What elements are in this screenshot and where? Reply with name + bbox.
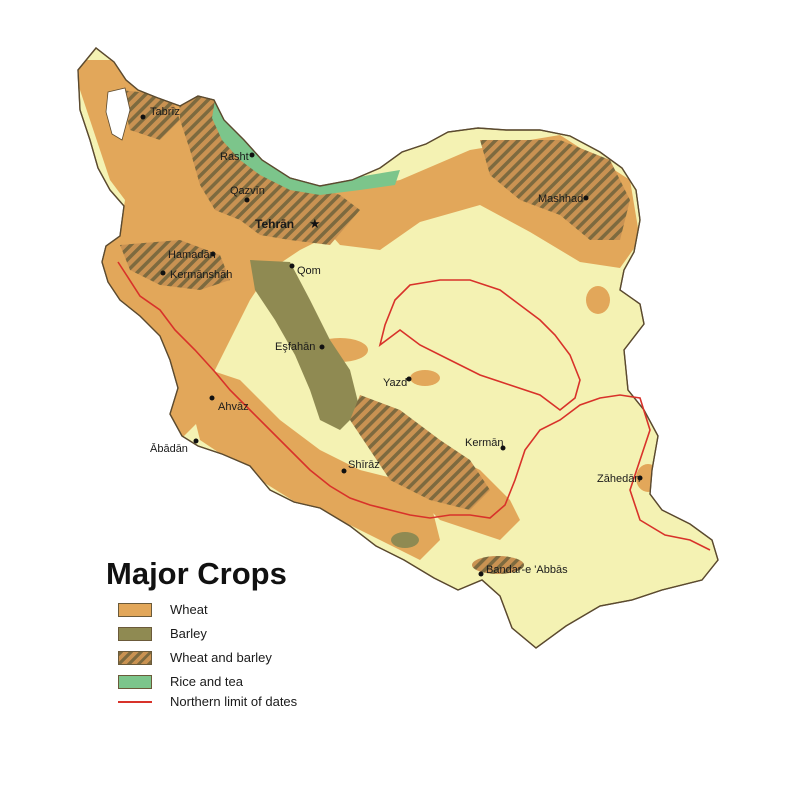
wheat-and-barley-region-northeast [480, 140, 630, 240]
lake-urmia [105, 87, 131, 141]
city-rasht: Rasht [220, 151, 255, 163]
wheat-and-barley-swatch [118, 650, 152, 665]
svg-text:Kermānshāh: Kermānshāh [170, 269, 232, 281]
wheat-and-barley-region-bandar [472, 556, 524, 574]
city-tehran: ★ Tehrān [255, 216, 321, 231]
wheat-and-barley-region-south [350, 395, 490, 510]
wheat-region-yazd [410, 370, 440, 386]
city-ahvaz: Ahvāz [209, 395, 249, 413]
city-qazvin: Qazvīn [230, 185, 265, 203]
legend-item-wheat-and-barley: Wheat and barley [118, 649, 272, 666]
red-line-symbol [118, 700, 152, 703]
wheat-and-barley-region-northwest [120, 90, 180, 140]
svg-text:Ahvāz: Ahvāz [218, 401, 249, 413]
rice-and-tea-swatch [118, 674, 152, 689]
svg-text:Shīrāz: Shīrāz [348, 459, 380, 471]
wheat-swatch [118, 602, 152, 617]
barley-regions [250, 260, 419, 548]
legend-label: Wheat and barley [170, 650, 272, 665]
svg-text:Tehrān: Tehrān [255, 217, 294, 231]
barley-swatch [118, 626, 152, 641]
city-esfahan: Eşfahān [275, 341, 325, 353]
city-qom: Qom [289, 263, 321, 277]
legend-label: Wheat [170, 602, 208, 617]
city-mashhad: Mashhad [538, 193, 589, 205]
city-kermanshah: Kermānshāh [160, 269, 232, 281]
city-abadan: Ābādān [150, 438, 199, 455]
city-bandar-e-abbas: Bandar-e 'Abbās [478, 564, 568, 577]
city-kerman: Kermān [465, 437, 506, 451]
country-border [77, 47, 719, 649]
city-tabriz: Tabrīz [140, 106, 180, 120]
cities: Tabrīz Rasht Qazvīn ★ Tehrān Mashhad Hama… [140, 106, 643, 577]
legend-item-wheat: Wheat [118, 601, 208, 618]
legend-label: Barley [170, 626, 207, 641]
caspian-sea [215, 88, 500, 160]
svg-text:Yazd: Yazd [383, 377, 407, 389]
svg-text:Qom: Qom [297, 265, 321, 277]
svg-text:Eşfahān: Eşfahān [275, 341, 315, 353]
svg-text:Zāhedān: Zāhedān [597, 473, 640, 485]
svg-text:Bandar-e 'Abbās: Bandar-e 'Abbās [486, 564, 568, 576]
city-zahedan: Zāhedān [597, 473, 643, 485]
dates-limit-line [117, 261, 711, 551]
svg-text:Tabrīz: Tabrīz [150, 106, 180, 118]
svg-text:Ābādān: Ābādān [150, 443, 188, 455]
svg-text:Qazvīn: Qazvīn [230, 185, 265, 197]
capital-star-icon: ★ [309, 216, 321, 231]
city-yazd: Yazd [383, 376, 412, 389]
barley-region-central [250, 260, 360, 430]
wheat-region-zagros [180, 360, 440, 560]
legend-item-rice-and-tea: Rice and tea [118, 673, 243, 690]
svg-text:Hamadān: Hamadān [168, 249, 216, 261]
barley-region-south [391, 532, 419, 548]
legend-title: Major Crops [106, 556, 287, 591]
legend-item-barley: Barley [118, 625, 207, 642]
legend-label: Rice and tea [170, 674, 243, 689]
legend-label: Northern limit of dates [170, 694, 298, 709]
svg-text:Rasht: Rasht [220, 151, 249, 163]
wheat-region-east [586, 286, 610, 314]
rice-and-tea-region [212, 100, 400, 195]
svg-text:Kermān: Kermān [465, 437, 504, 449]
city-shiraz: Shīrāz [341, 459, 380, 474]
legend-item-dates-limit: Northern limit of dates [118, 693, 297, 710]
city-hamadan: Hamadān [168, 249, 216, 261]
wheat-and-barley-region-west [120, 240, 230, 290]
svg-text:Mashhad: Mashhad [538, 193, 583, 205]
